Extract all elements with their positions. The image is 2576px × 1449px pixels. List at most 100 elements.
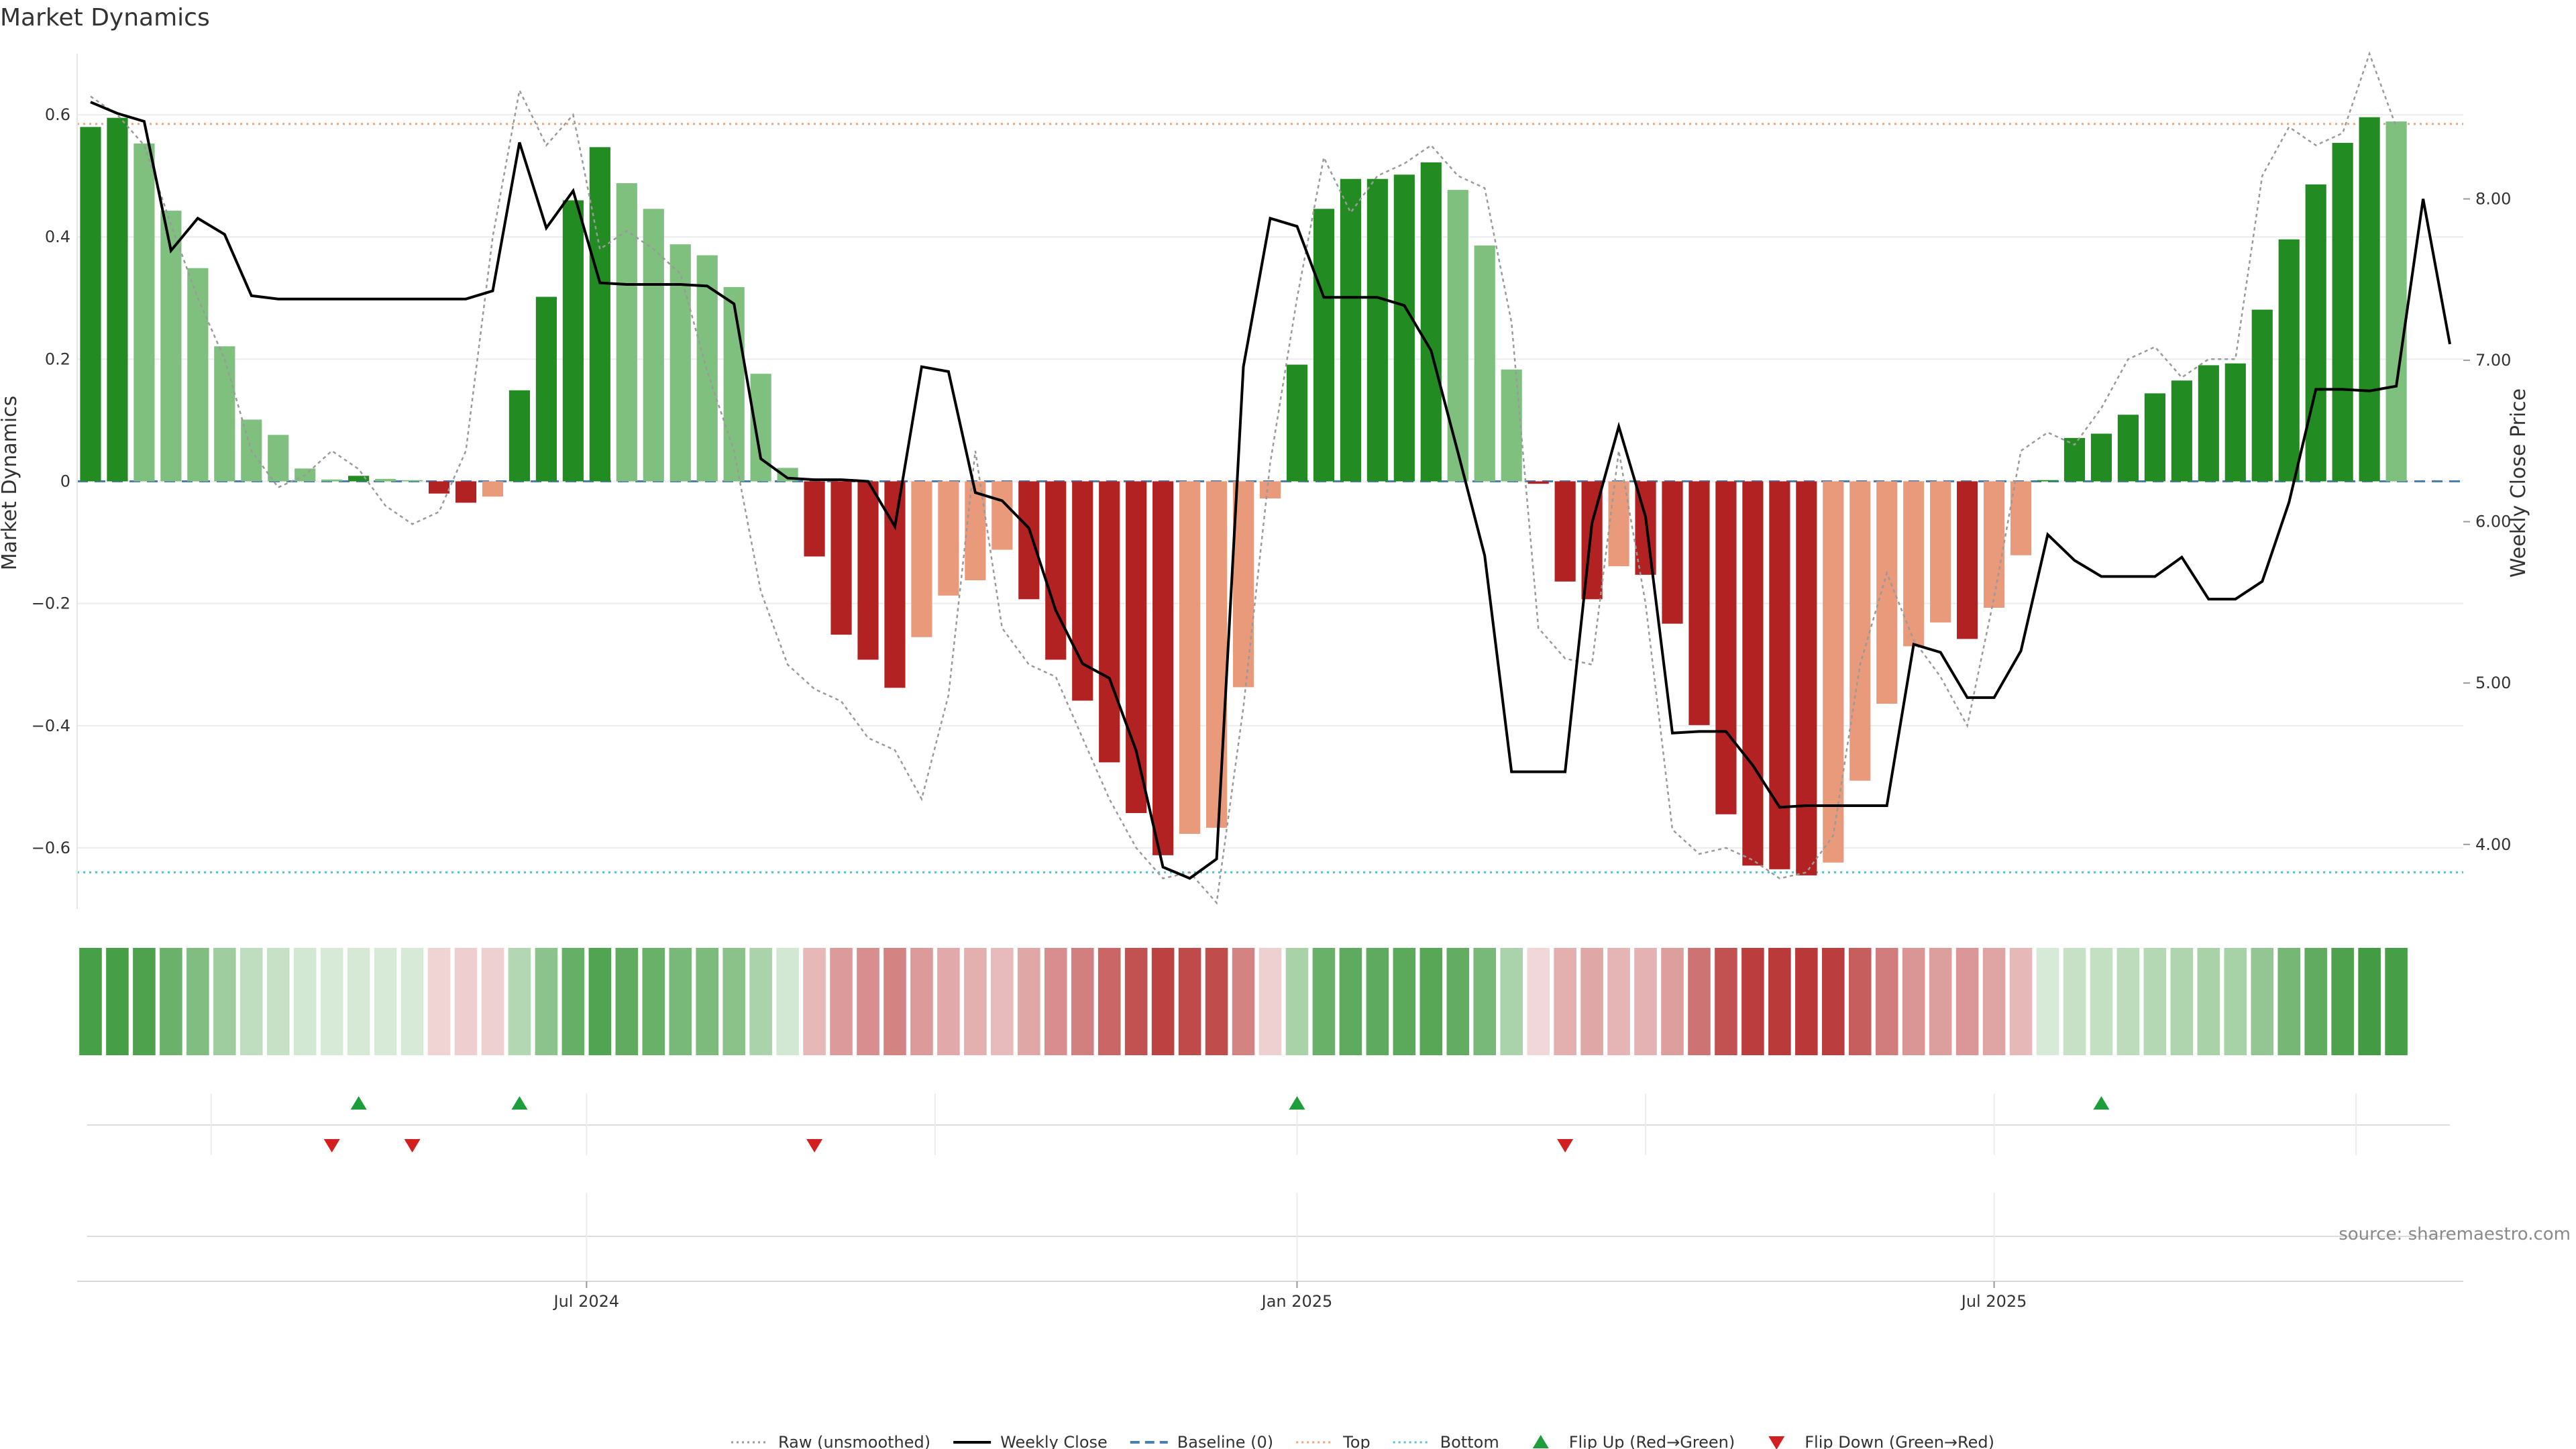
momentum-bar (1152, 481, 1174, 855)
legend-label: Bottom (1440, 1433, 1499, 1449)
legend-item: Bottom (1393, 1433, 1499, 1449)
strip-cell (2277, 948, 2301, 1055)
momentum-bar (1393, 174, 1415, 482)
strip-cell (293, 948, 317, 1055)
right-y-axis: 8.00 7.00 6.00 5.00 4.00 (2463, 190, 2511, 854)
momentum-bar (1849, 481, 1871, 781)
legend-item: Baseline (0) (1130, 1433, 1273, 1449)
strip-cell (642, 948, 665, 1055)
strip-cell (2090, 948, 2113, 1055)
strip-cell (749, 948, 772, 1055)
momentum-bar (723, 286, 745, 482)
strip-cell (106, 948, 129, 1055)
strip-cell (1446, 948, 1470, 1055)
strip-cell (374, 948, 397, 1055)
momentum-bar (1045, 481, 1067, 660)
momentum-bar (1742, 481, 1764, 866)
strip-cell (2251, 948, 2274, 1055)
momentum-bar (1179, 481, 1201, 834)
momentum-bar (1205, 481, 1228, 828)
strip-cell (1285, 948, 1309, 1055)
strip-cell (2170, 948, 2194, 1055)
strip-cell (1902, 948, 1925, 1055)
strip-cell (1955, 948, 1979, 1055)
strip-cell (1178, 948, 1201, 1055)
strip-cell (400, 948, 424, 1055)
legend-swatch (1768, 1436, 1785, 1449)
right-y-tick-label: 8.00 (2475, 190, 2511, 209)
strip-cell (1151, 948, 1175, 1055)
momentum-bar (1420, 162, 1442, 482)
momentum-bar (804, 481, 825, 557)
momentum-bar (1366, 178, 1388, 482)
strip-cell (776, 948, 799, 1055)
flip-up-marker (511, 1096, 528, 1110)
momentum-bar (535, 297, 557, 482)
strip-cell (1232, 948, 1255, 1055)
strip-cell (1205, 948, 1228, 1055)
momentum-bar (938, 481, 959, 596)
momentum-bar (562, 200, 584, 482)
strip-cell (803, 948, 826, 1055)
strip-cell (2197, 948, 2220, 1055)
flip-down-marker (806, 1139, 823, 1152)
legend-label: Weekly Close (1000, 1433, 1108, 1449)
strip-cell (1688, 948, 1711, 1055)
flip-down-marker (404, 1139, 421, 1152)
strip-cell (1312, 948, 1336, 1055)
momentum-bar (589, 147, 610, 482)
momentum-bar (2278, 239, 2300, 482)
strip-cell (2358, 948, 2381, 1055)
strip-cell (722, 948, 745, 1055)
legend-label: Flip Up (Red→Green) (1569, 1433, 1735, 1449)
momentum-bar (160, 211, 182, 482)
momentum-bar (80, 127, 101, 482)
momentum-bar (1823, 481, 1844, 863)
momentum-bar (2171, 380, 2192, 482)
strip-cell (186, 948, 209, 1055)
momentum-bar (2037, 480, 2059, 482)
strip-cell (1071, 948, 1094, 1055)
strip-cell (133, 948, 156, 1055)
strip-cell (1929, 948, 1952, 1055)
right-y-tick-label: 6.00 (2475, 513, 2511, 531)
flip-up-marker (1289, 1096, 1305, 1110)
x-tick-label: Jul 2025 (1960, 1292, 2027, 1311)
momentum-bar (857, 481, 879, 660)
momentum-bar (643, 209, 664, 482)
strip-cell (1554, 948, 1576, 1055)
raw-series-line (90, 51, 2398, 905)
right-y-tick-label: 7.00 (2475, 351, 2511, 370)
legend-swatch (1532, 1435, 1549, 1448)
legend-item: Raw (unsmoothed) (731, 1433, 930, 1449)
momentum-bar (830, 481, 852, 635)
momentum-bar (1903, 481, 1925, 647)
momentum-bar (214, 346, 235, 482)
strip-cell (2304, 948, 2327, 1055)
strip-cell (937, 948, 960, 1055)
momentum-bar (1688, 481, 1710, 725)
legend-label: Flip Down (Green→Red) (1805, 1433, 1994, 1449)
strip-cell (320, 948, 343, 1055)
momentum-bars (80, 117, 2407, 875)
momentum-bar (508, 390, 531, 482)
momentum-bar (1286, 364, 1308, 482)
strip-cell (508, 948, 531, 1055)
strip-cell (991, 948, 1014, 1055)
source-note: source: sharemaestro.com (2339, 1224, 2571, 1244)
x-tick-label: Jul 2024 (553, 1292, 620, 1311)
strip-cell (1527, 948, 1550, 1055)
strip-cell (213, 948, 236, 1055)
strip-cell (1661, 948, 1684, 1055)
strip-cell (1822, 948, 1845, 1055)
right-y-tick-label: 5.00 (2475, 674, 2511, 692)
strip-cell (1393, 948, 1416, 1055)
strip-cell (1124, 948, 1148, 1055)
momentum-bar (1930, 481, 1951, 623)
momentum-bar (482, 481, 504, 497)
x-axis: Jul 2024 Jan 2025 Jul 2025 (77, 1281, 2463, 1311)
strip-cell (669, 948, 692, 1055)
momentum-bar (616, 183, 637, 482)
momentum-bar (1554, 481, 1576, 582)
strip-cell (427, 948, 451, 1055)
